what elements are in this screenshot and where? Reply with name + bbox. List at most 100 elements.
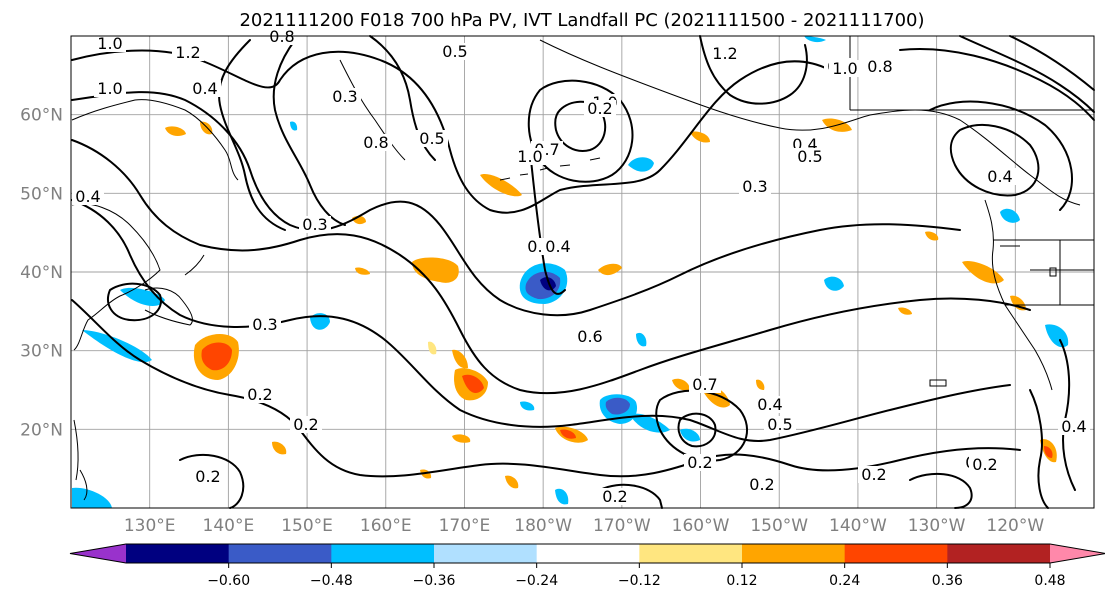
lat-tick-label: 60°N <box>20 106 63 126</box>
pv-contour-line <box>71 199 1011 442</box>
anomaly-blob-neg <box>82 330 152 363</box>
anomaly-blob-neg <box>605 397 630 415</box>
anomaly-blob-pos <box>925 231 939 241</box>
anomaly-blob-neg <box>290 121 298 131</box>
pv-contour-line <box>899 48 1095 121</box>
lon-tick-label: 160°W <box>672 516 730 536</box>
pv-contour-line <box>71 49 831 214</box>
colorbar: −0.60 −0.48 −0.36 −0.24 −0.12 0.12 0.24 0.36 0.4… <box>69 543 1105 589</box>
lon-tick-label: 170°E <box>439 516 491 536</box>
coastlines <box>71 36 1094 501</box>
contour-label-bg <box>360 134 392 151</box>
contour-label-bg <box>172 44 204 61</box>
lat-tick-label: 50°N <box>20 184 63 204</box>
anomaly-blob-pos <box>598 263 622 276</box>
contour-label: 0.2 <box>602 487 627 506</box>
contour-label: 0.3 <box>252 315 277 334</box>
colorbar-tick-label: 0.36 <box>932 573 963 589</box>
contour-label-bg <box>584 100 616 117</box>
contour-label-bg <box>514 148 546 165</box>
contour-label: 0.2 <box>247 385 272 404</box>
contour-label-bg <box>94 80 126 97</box>
pv-contour-line <box>71 91 961 317</box>
contour-label-bg <box>94 35 126 52</box>
lon-tick-label: 150°W <box>750 516 808 536</box>
pv-contour-line <box>1009 35 1095 91</box>
aleutian-islands <box>499 157 601 181</box>
anomaly-blob-neg <box>824 276 844 291</box>
contour-label: 1.0 <box>97 34 122 53</box>
contour-label: 0.5 <box>767 415 792 434</box>
contour-label-bg <box>764 416 796 433</box>
contour-label-bg <box>754 396 786 413</box>
contour-label: 0.2 <box>587 99 612 118</box>
anomaly-blob-pos <box>201 342 232 371</box>
colorbar-bin <box>536 544 640 563</box>
contour-label-bg <box>416 130 448 147</box>
pv-contour-line <box>179 453 245 509</box>
pv-contours <box>71 35 1095 509</box>
contour-label: 0.2 <box>861 465 886 484</box>
anomaly-blob-pos <box>452 434 471 443</box>
pv-contour-line <box>909 472 973 509</box>
contour-label: 0.5 <box>419 129 444 148</box>
anomaly-blob-neg <box>628 157 654 172</box>
lon-tick-label: 140°W <box>829 516 887 536</box>
pv-contour-line <box>655 389 749 462</box>
contour-label: 0.5 <box>797 147 822 166</box>
contour-label: 0.8 <box>867 57 892 76</box>
contour-label-bg <box>984 168 1016 185</box>
anomaly-blob-pos <box>480 174 522 197</box>
coastline-kamchatka <box>339 59 406 161</box>
contour-label: 0.4 <box>545 237 570 256</box>
contour-label-bg <box>1058 418 1090 435</box>
anomaly-blob-pos <box>462 374 484 393</box>
contour-label: 0.2 <box>293 415 318 434</box>
contour-label-bg <box>689 376 721 393</box>
contour-label: 0.4 <box>75 187 100 206</box>
pv-contour-line <box>71 299 1021 478</box>
contour-label-bg <box>746 476 778 493</box>
anomaly-blob-neg <box>636 332 647 347</box>
lon-tick-label: 130°W <box>908 516 966 536</box>
contour-label: 0.2 <box>195 467 220 486</box>
anomaly-blob-pos <box>1044 446 1053 458</box>
pv-contour-line <box>1029 389 1049 509</box>
lat-tick-label: 20°N <box>20 420 63 440</box>
contour-labels: 1.01.20.81.00.80.40.30.80.51.00.71.20.80… <box>72 27 1090 506</box>
contour-label: 0.8 <box>363 133 388 152</box>
anomaly-blob-neg <box>804 36 826 43</box>
state-borders <box>849 36 1094 306</box>
lat-tick-label: 40°N <box>20 263 63 283</box>
contour-label: 0.4 <box>757 395 782 414</box>
lon-tick-label: 180°W <box>514 516 572 536</box>
anomaly-blob-neg <box>540 277 556 291</box>
anomaly-blob-neg <box>120 287 165 306</box>
pv-contour-line <box>218 39 286 231</box>
anomaly-blob-pos <box>560 429 576 439</box>
lon-tick-label: 150°E <box>281 516 333 536</box>
anomaly-blob-neg <box>555 488 569 505</box>
lat-tick-label: 30°N <box>20 342 63 362</box>
contour-label-bg <box>72 188 104 205</box>
anomaly-blob-neg <box>680 428 700 442</box>
contour-label-bg <box>290 416 322 433</box>
contour-label: 0.2 <box>687 453 712 472</box>
contour-label: 0.3 <box>302 215 327 234</box>
contour-label-bg <box>858 466 890 483</box>
colorbar-bin <box>228 544 332 563</box>
colorbar-tick-label: 0.12 <box>726 573 757 589</box>
contour-label-bg <box>542 238 574 255</box>
contour-label: 0.3 <box>742 177 767 196</box>
pv-contour-line <box>529 149 566 295</box>
colorbar-tick-label: −0.36 <box>413 573 456 589</box>
contour-label: 0.4 <box>1061 417 1086 436</box>
figure-title: 2021111200 F018 700 hPa PV, IVT Landfall… <box>239 10 924 31</box>
contour-label-bg <box>329 88 361 105</box>
contour-label-bg <box>244 386 276 403</box>
small-islands <box>929 245 1057 387</box>
anomaly-blob-pos <box>272 441 287 455</box>
contour-label: 0.6 <box>577 327 602 346</box>
gridlines <box>71 36 1094 508</box>
